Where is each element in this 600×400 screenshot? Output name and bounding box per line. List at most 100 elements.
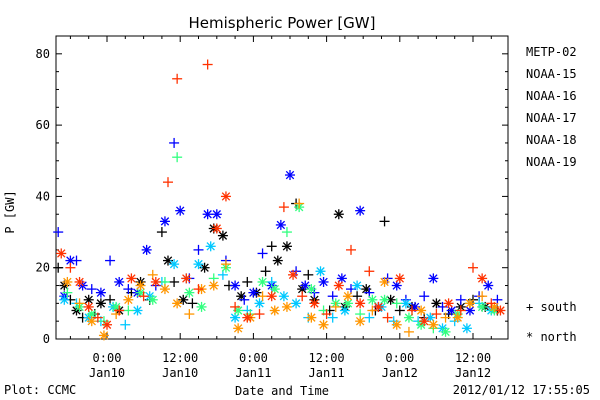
north-point [211,223,222,234]
north-point [355,298,366,309]
north-point [281,241,292,252]
south-point [431,309,442,320]
north-point [278,291,289,302]
south-point [419,291,430,302]
north-point [135,280,146,291]
south-point [294,198,305,209]
north-point [126,273,137,284]
north-point [391,319,402,330]
south-point [123,305,134,316]
south-point [346,244,356,255]
south-point [327,312,338,323]
north-point [83,301,94,312]
north-point [123,294,134,305]
south-point [53,262,64,273]
plot-credit: Plot: CCMC [4,383,77,397]
north-point [95,287,106,298]
south-point [74,298,85,309]
south-point [169,137,180,148]
x-axis-label: Date and Time [235,384,329,398]
series-noaa-16 [59,241,497,334]
north-point [483,280,494,291]
legend-item-noaa-16: NOAA-16 [526,89,577,103]
south-point [455,305,466,316]
south-point [86,284,97,295]
north-point [394,273,405,284]
south-point [184,309,195,320]
north-point [461,323,472,334]
south-point [379,216,390,227]
x-tick-time-label: 12:00 [162,351,198,365]
north-point [193,259,204,270]
north-point [306,312,317,323]
data-points [53,59,506,341]
south-point [407,305,417,316]
north-point [291,298,302,309]
south-point [172,152,183,163]
north-point [355,316,366,327]
north-point [385,294,396,305]
north-point [141,244,152,255]
north-point [248,287,259,298]
south-point [477,291,488,302]
north-point [464,298,475,309]
legend-item-metp-02: METP-02 [526,45,577,59]
legend-item-noaa-18: NOAA-18 [526,133,577,147]
north-point [169,259,180,270]
south-point [202,59,213,70]
north-point [98,330,109,341]
north-point [86,316,97,327]
north-point [342,291,353,302]
south-point [120,319,131,330]
south-point [239,294,250,305]
south-point [220,259,231,270]
south-point [486,298,497,309]
north-point [220,191,231,202]
x-tick-date-label: Jan12 [455,366,491,380]
north-point [275,219,286,230]
x-tick-date-label: Jan11 [235,366,271,380]
north-point [315,266,326,277]
plot-timestamp: 2012/01/12 17:55:05 [452,383,590,397]
south-point [254,309,265,320]
north-point [257,276,268,287]
north-point [318,276,329,287]
south-point [257,291,268,302]
north-point [95,298,106,309]
north-point [175,205,186,216]
south-point [382,312,393,323]
y-tick-label: 60 [36,118,50,132]
series-noaa-19 [56,59,506,330]
x-tick-time-label: 0:00 [93,351,122,365]
north-point [114,276,125,287]
south-point [468,262,478,273]
series-metp-02 [53,198,503,323]
north-point [233,323,244,334]
north-point [205,241,216,252]
x-axis: 0:00Jan1012:00Jan100:00Jan1112:00Jan110:… [69,36,492,380]
north-point [208,280,219,291]
north-point [309,298,320,309]
series-noaa-17 [62,152,500,337]
legend: METP-02 NOAA-15 NOAA-16 NOAA-17 NOAA-18 NOAA-… [526,45,577,169]
north-point [379,294,390,305]
north-point [428,273,439,284]
x-tick-date-label: Jan11 [309,366,345,380]
x-tick-date-label: Jan12 [382,366,418,380]
legend-item-noaa-17: NOAA-17 [526,111,577,125]
south-point [330,301,341,312]
north-point [419,316,430,327]
north-point [355,205,366,216]
hemisphere-key: + south * north [526,300,577,344]
x-tick-time-label: 0:00 [385,351,414,365]
south-point [169,276,180,287]
north-point [217,230,228,241]
legend-item-noaa-19: NOAA-19 [526,155,577,169]
x-tick-time-label: 12:00 [309,351,345,365]
y-axis: 0 20 40 60 80 [36,35,508,346]
north-point [159,216,170,227]
north-point [211,209,222,220]
x-tick-time-label: 12:00 [455,351,491,365]
north-point [56,248,67,259]
